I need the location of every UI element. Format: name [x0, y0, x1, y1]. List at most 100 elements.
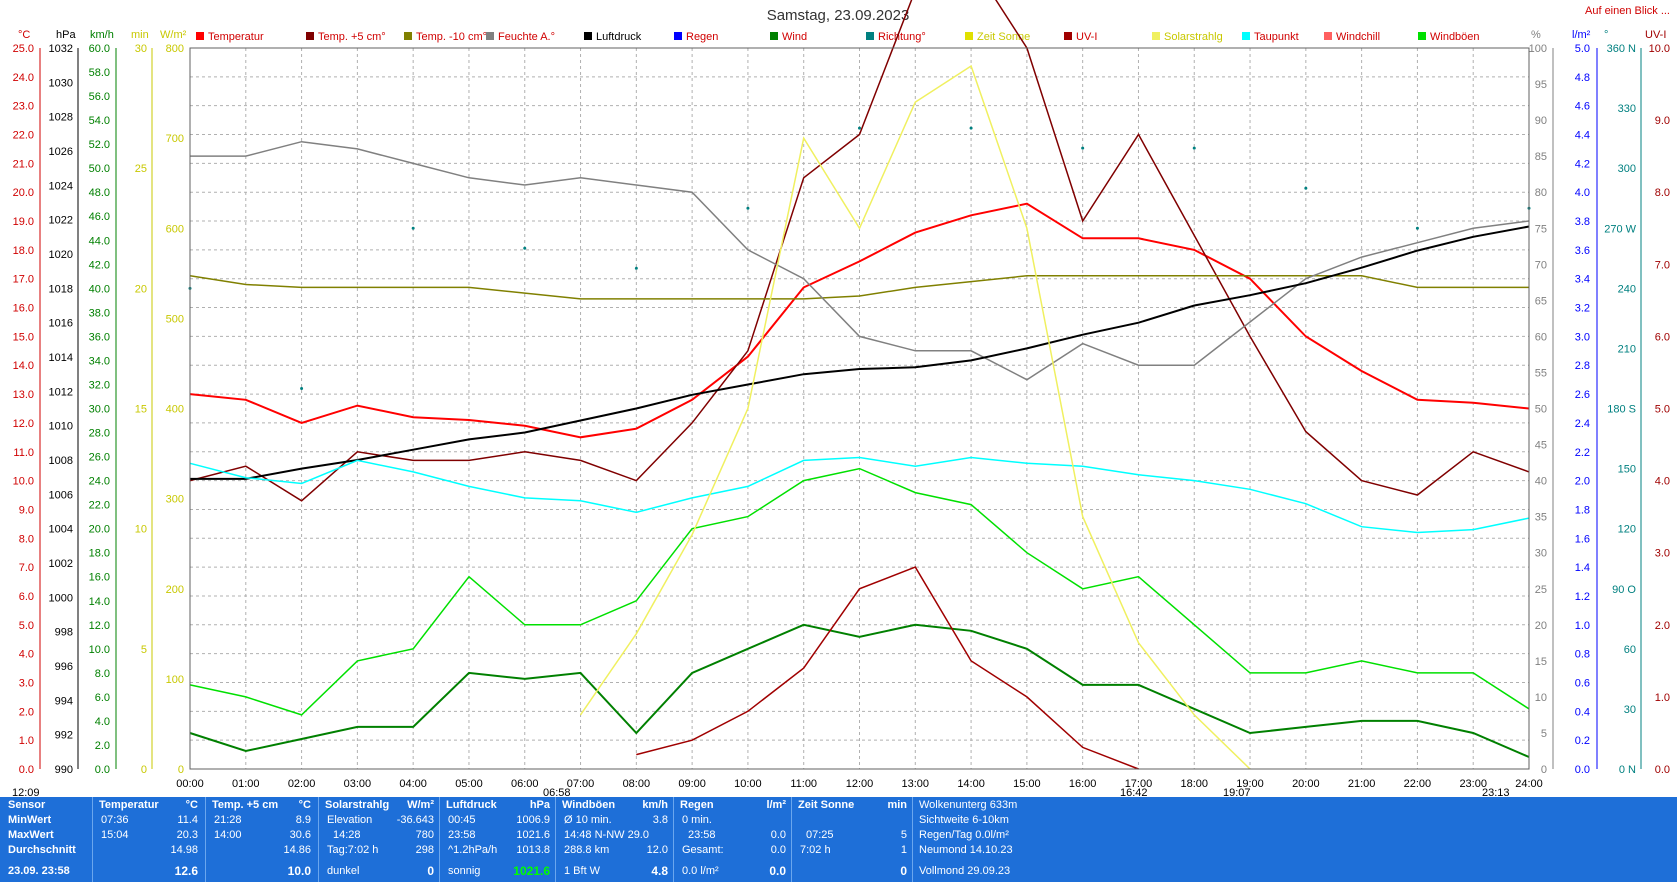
right-axis-dir-tick: 150 [1618, 464, 1636, 476]
right-axis-pct-tick: 35 [1535, 512, 1547, 524]
right-axis-pct-tick: 15 [1535, 656, 1547, 668]
stats-solar-row-value: 0 [427, 864, 434, 878]
stats-solar-unit: W/m² [407, 799, 434, 811]
left-axis-wind-tick: 0.0 [95, 764, 110, 776]
left-axis-temp-tick: 6.0 [19, 591, 34, 603]
left-axis-temp-tick: 3.0 [19, 677, 34, 689]
stats-rain-row-value: 0.0 [770, 844, 786, 856]
stats-sun-row-label: 07:25 [806, 829, 834, 841]
left-axis-press-tick: 1012 [49, 386, 73, 398]
right-axis-rain-tick: 3.4 [1575, 274, 1590, 286]
left-axis-temp-tick: 12.0 [13, 418, 34, 430]
left-axis-temp-tick: 0.0 [19, 764, 34, 776]
series-point-direction [1081, 146, 1085, 150]
right-axis-dir-tick: 270 W [1604, 223, 1636, 235]
left-axis-wind-tick: 32.0 [89, 379, 110, 391]
right-axis-dir-tick: 360 N [1607, 43, 1636, 55]
left-axis-press-tick: 996 [55, 661, 73, 673]
series-point-direction [858, 126, 861, 130]
moon-marker-2: 23:13 [1482, 787, 1510, 799]
right-axes: 1009590858075706560555045403530252015105… [1529, 43, 1670, 776]
left-axis-press-tick: 1010 [49, 421, 73, 433]
stats-solar-row-label: Elevation [327, 814, 373, 826]
legend-swatch [1418, 32, 1426, 40]
right-axis-pct-tick: 70 [1535, 259, 1547, 271]
right-axis-pct-tick: 65 [1535, 295, 1547, 307]
left-axis-temp-tick: 23.0 [13, 101, 34, 113]
x-axis: 00:00 01:00 02:00 03:00 04:00 05:00 06:00 07:00… [176, 778, 1543, 790]
right-axis-rain-tick: 3.0 [1575, 331, 1590, 343]
series-line-luftdruck [190, 225, 1530, 480]
left-axis-press-tick: 1014 [49, 352, 73, 364]
left-axis-press-tick: 1002 [49, 558, 73, 570]
legend-swatch [1324, 32, 1332, 40]
right-axis-pct-tick: 60 [1535, 331, 1547, 343]
stats-col-temp: Temperatur °C 07:36 11.4 15:04 20.3 14.9… [92, 797, 206, 882]
left-axis-temp-tick: 10.0 [13, 476, 34, 488]
stats-temp5-avg-value: 14.86 [283, 844, 311, 856]
legend-swatch [866, 32, 874, 40]
left-axis-temp-tick: 21.0 [13, 158, 34, 170]
x-tick-label: 03:00 [344, 778, 372, 790]
stats-rain-row-label: Gesamt: [682, 844, 724, 856]
left-axis-min-tick: 15 [135, 404, 147, 416]
left-axis-wind-tick: 6.0 [95, 692, 110, 704]
stats-gust-row-label: Ø 10 min. [564, 814, 612, 826]
sunrise-marker: 06:58 [543, 787, 571, 799]
legend-label: Temperatur [208, 31, 264, 43]
x-tick-label: 08:00 [623, 778, 651, 790]
stats-gust-row-label: 14:48 N-NW 29.0 [564, 829, 649, 841]
left-axis-wind-tick: 2.0 [95, 740, 110, 752]
right-axis-rain-tick: 3.2 [1575, 303, 1590, 315]
x-tick-label: 01:00 [232, 778, 260, 790]
stats-temp5-max-time: 14:00 [214, 829, 242, 841]
left-axes: 25.0 24.0 23.0 22.0 21.0 20.0 19.0 18.0 17.0 16.0… [13, 43, 184, 776]
stats-gust-row-label: 1 Bft W [564, 865, 601, 877]
left-axis-wind-tick: 4.0 [95, 716, 110, 728]
stats-col-solar: Solarstrahlg W/m² Elevation -36.643 14:2… [318, 797, 440, 882]
right-axis-rain-tick: 1.4 [1575, 562, 1590, 574]
left-axis-temp-tick: 22.0 [13, 130, 34, 142]
legend-label: Richtung° [878, 31, 926, 43]
legend-swatch [404, 32, 412, 40]
axis-header-press: hPa [56, 29, 76, 41]
axis-header-wind: km/h [90, 29, 114, 41]
right-axis-rain-tick: 1.8 [1575, 504, 1590, 516]
legend-label: Wind [782, 31, 807, 43]
right-axis-rain-tick: 4.0 [1575, 187, 1590, 199]
x-tick-label: 24:00 [1515, 778, 1543, 790]
x-tick-label: 23:00 [1459, 778, 1487, 790]
right-axis-rain-tick: 2.2 [1575, 447, 1590, 459]
right-axis-uv-tick: 8.0 [1655, 187, 1670, 199]
x-tick-label: 09:00 [678, 778, 706, 790]
left-axis-wind-tick: 20.0 [89, 524, 110, 536]
right-axis-dir-tick: 240 [1618, 283, 1636, 295]
legend-swatch [584, 32, 592, 40]
stats-temp5-min-time: 21:28 [214, 814, 242, 826]
left-axis-min-tick: 25 [135, 163, 147, 175]
stats-solar-row-label: Tag:7:02 h [327, 844, 379, 856]
stats-temp-min-time: 07:36 [101, 814, 129, 826]
right-axis-uv-tick: 4.0 [1655, 476, 1670, 488]
left-axis-wind-tick: 42.0 [89, 259, 110, 271]
right-axis-uv-tick: 5.0 [1655, 404, 1670, 416]
right-axis-rain-tick: 1.2 [1575, 591, 1590, 603]
left-axis-wind-tick: 26.0 [89, 452, 110, 464]
left-axis-wind-tick: 48.0 [89, 187, 110, 199]
right-axis-rain-tick: 5.0 [1575, 43, 1590, 55]
left-axis-wind-tick: 14.0 [89, 596, 110, 608]
overview-link[interactable]: Auf einen Blick ... [1585, 5, 1670, 17]
left-axis-wind-tick: 28.0 [89, 428, 110, 440]
left-axis-temp-tick: 24.0 [13, 72, 34, 84]
x-tick-label: 22:00 [1404, 778, 1432, 790]
x-tick-label: 02:00 [288, 778, 316, 790]
left-axis-solar-tick: 800 [166, 43, 184, 55]
left-axis-temp-tick: 20.0 [13, 187, 34, 199]
series-line-feuchte-a- [190, 140, 1530, 381]
legend-label: Temp. +5 cm° [318, 31, 386, 43]
x-tick-label: 11:00 [790, 778, 817, 790]
left-axis-wind-tick: 40.0 [89, 283, 110, 295]
left-axis-press-tick: 1000 [49, 592, 73, 604]
stats-press-row-value: 1006.9 [516, 814, 550, 826]
x-tick-label: 06:00 [511, 778, 539, 790]
